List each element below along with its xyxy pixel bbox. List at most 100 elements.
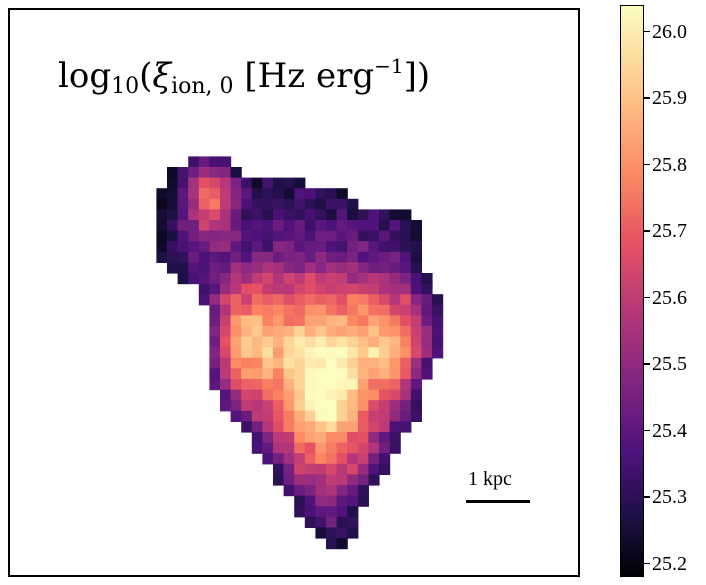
map-pixel (167, 188, 179, 200)
map-pixel (336, 506, 348, 518)
map-pixel (336, 379, 348, 391)
map-pixel (315, 421, 327, 433)
map-pixel (251, 400, 263, 412)
map-pixel (326, 410, 338, 422)
map-pixel (220, 209, 232, 221)
map-pixel (357, 273, 369, 285)
map-pixel (273, 379, 285, 391)
map-pixel (357, 432, 369, 444)
map-pixel (283, 474, 295, 486)
map-pixel (389, 283, 401, 295)
map-pixel (315, 283, 327, 295)
map-pixel (336, 198, 348, 210)
map-pixel (230, 347, 242, 359)
map-pixel (368, 474, 380, 486)
map-pixel (326, 495, 338, 507)
map-pixel (379, 251, 391, 263)
map-pixel (421, 347, 433, 359)
map-pixel (262, 315, 274, 327)
map-pixel (220, 326, 232, 338)
map-pixel (262, 442, 274, 454)
map-pixel (230, 410, 242, 422)
map-pixel (188, 188, 200, 200)
map-pixel (379, 453, 391, 465)
map-pixel (294, 326, 306, 338)
map-pixel (315, 474, 327, 486)
map-pixel (188, 177, 200, 189)
map-pixel (326, 516, 338, 528)
map-pixel (241, 209, 253, 221)
map-pixel (336, 347, 348, 359)
map-pixel (251, 442, 263, 454)
map-pixel (220, 357, 232, 369)
map-pixel (304, 463, 316, 475)
map-pixel (273, 220, 285, 232)
map-pixel (421, 336, 433, 348)
map-pixel (273, 336, 285, 348)
map-pixel (357, 421, 369, 433)
map-pixel (220, 156, 232, 168)
map-pixel (400, 368, 412, 380)
map-pixel (230, 283, 242, 295)
map-pixel (220, 389, 232, 401)
map-pixel (220, 241, 232, 253)
map-pixel (357, 251, 369, 263)
map-pixel (347, 198, 359, 210)
map-pixel (368, 347, 380, 359)
map-pixel (347, 421, 359, 433)
map-pixel (368, 262, 380, 274)
map-pixel (283, 220, 295, 232)
map-pixel (273, 315, 285, 327)
map-pixel (273, 188, 285, 200)
map-pixel (177, 198, 189, 210)
map-pixel (368, 209, 380, 221)
map-pixel (357, 209, 369, 221)
map-pixel (315, 209, 327, 221)
map-pixel (241, 188, 253, 200)
map-pixel (283, 357, 295, 369)
map-pixel (209, 251, 221, 263)
map-pixel (283, 336, 295, 348)
map-pixel (326, 453, 338, 465)
map-pixel (294, 379, 306, 391)
map-pixel (241, 368, 253, 380)
map-pixel (209, 177, 221, 189)
map-pixel (368, 326, 380, 338)
map-pixel (294, 220, 306, 232)
map-pixel (400, 421, 412, 433)
colorbar (620, 5, 644, 577)
map-pixel (220, 230, 232, 242)
map-pixel (262, 368, 274, 380)
map-pixel (347, 357, 359, 369)
map-pixel (347, 209, 359, 221)
map-pixel (294, 474, 306, 486)
map-pixel (230, 230, 242, 242)
map-pixel (304, 304, 316, 316)
map-pixel (198, 262, 210, 274)
map-pixel (241, 410, 253, 422)
map-pixel (410, 283, 422, 295)
map-pixel (336, 188, 348, 200)
map-pixel (304, 230, 316, 242)
map-pixel (304, 357, 316, 369)
map-pixel (336, 516, 348, 528)
map-pixel (347, 442, 359, 454)
map-pixel (400, 315, 412, 327)
map-pixel (230, 251, 242, 263)
map-pixel (347, 220, 359, 232)
map-pixel (198, 230, 210, 242)
map-pixel (262, 294, 274, 306)
map-pixel (167, 209, 179, 221)
map-pixel (251, 220, 263, 232)
map-pixel (347, 463, 359, 475)
map-pixel (379, 463, 391, 475)
map-pixel (326, 432, 338, 444)
map-pixel (273, 241, 285, 253)
map-pixel (209, 294, 221, 306)
map-pixel (283, 379, 295, 391)
map-pixel (389, 400, 401, 412)
map-pixel (230, 262, 242, 274)
map-pixel (156, 230, 168, 242)
map-pixel (347, 474, 359, 486)
map-pixel (283, 177, 295, 189)
